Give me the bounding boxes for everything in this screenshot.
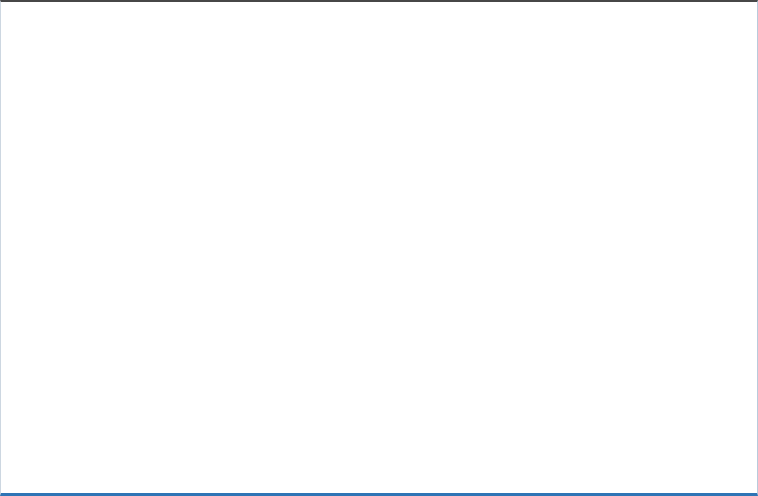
legend-item-cpi [359,485,399,488]
rate-line-swatch-icon [291,485,325,488]
cpi-line-swatch-icon [359,485,393,488]
chart-legend [1,485,757,488]
m2-line-swatch-icon [427,485,461,488]
legend-item-rate [291,485,331,488]
legend-item-m2 [427,485,467,488]
